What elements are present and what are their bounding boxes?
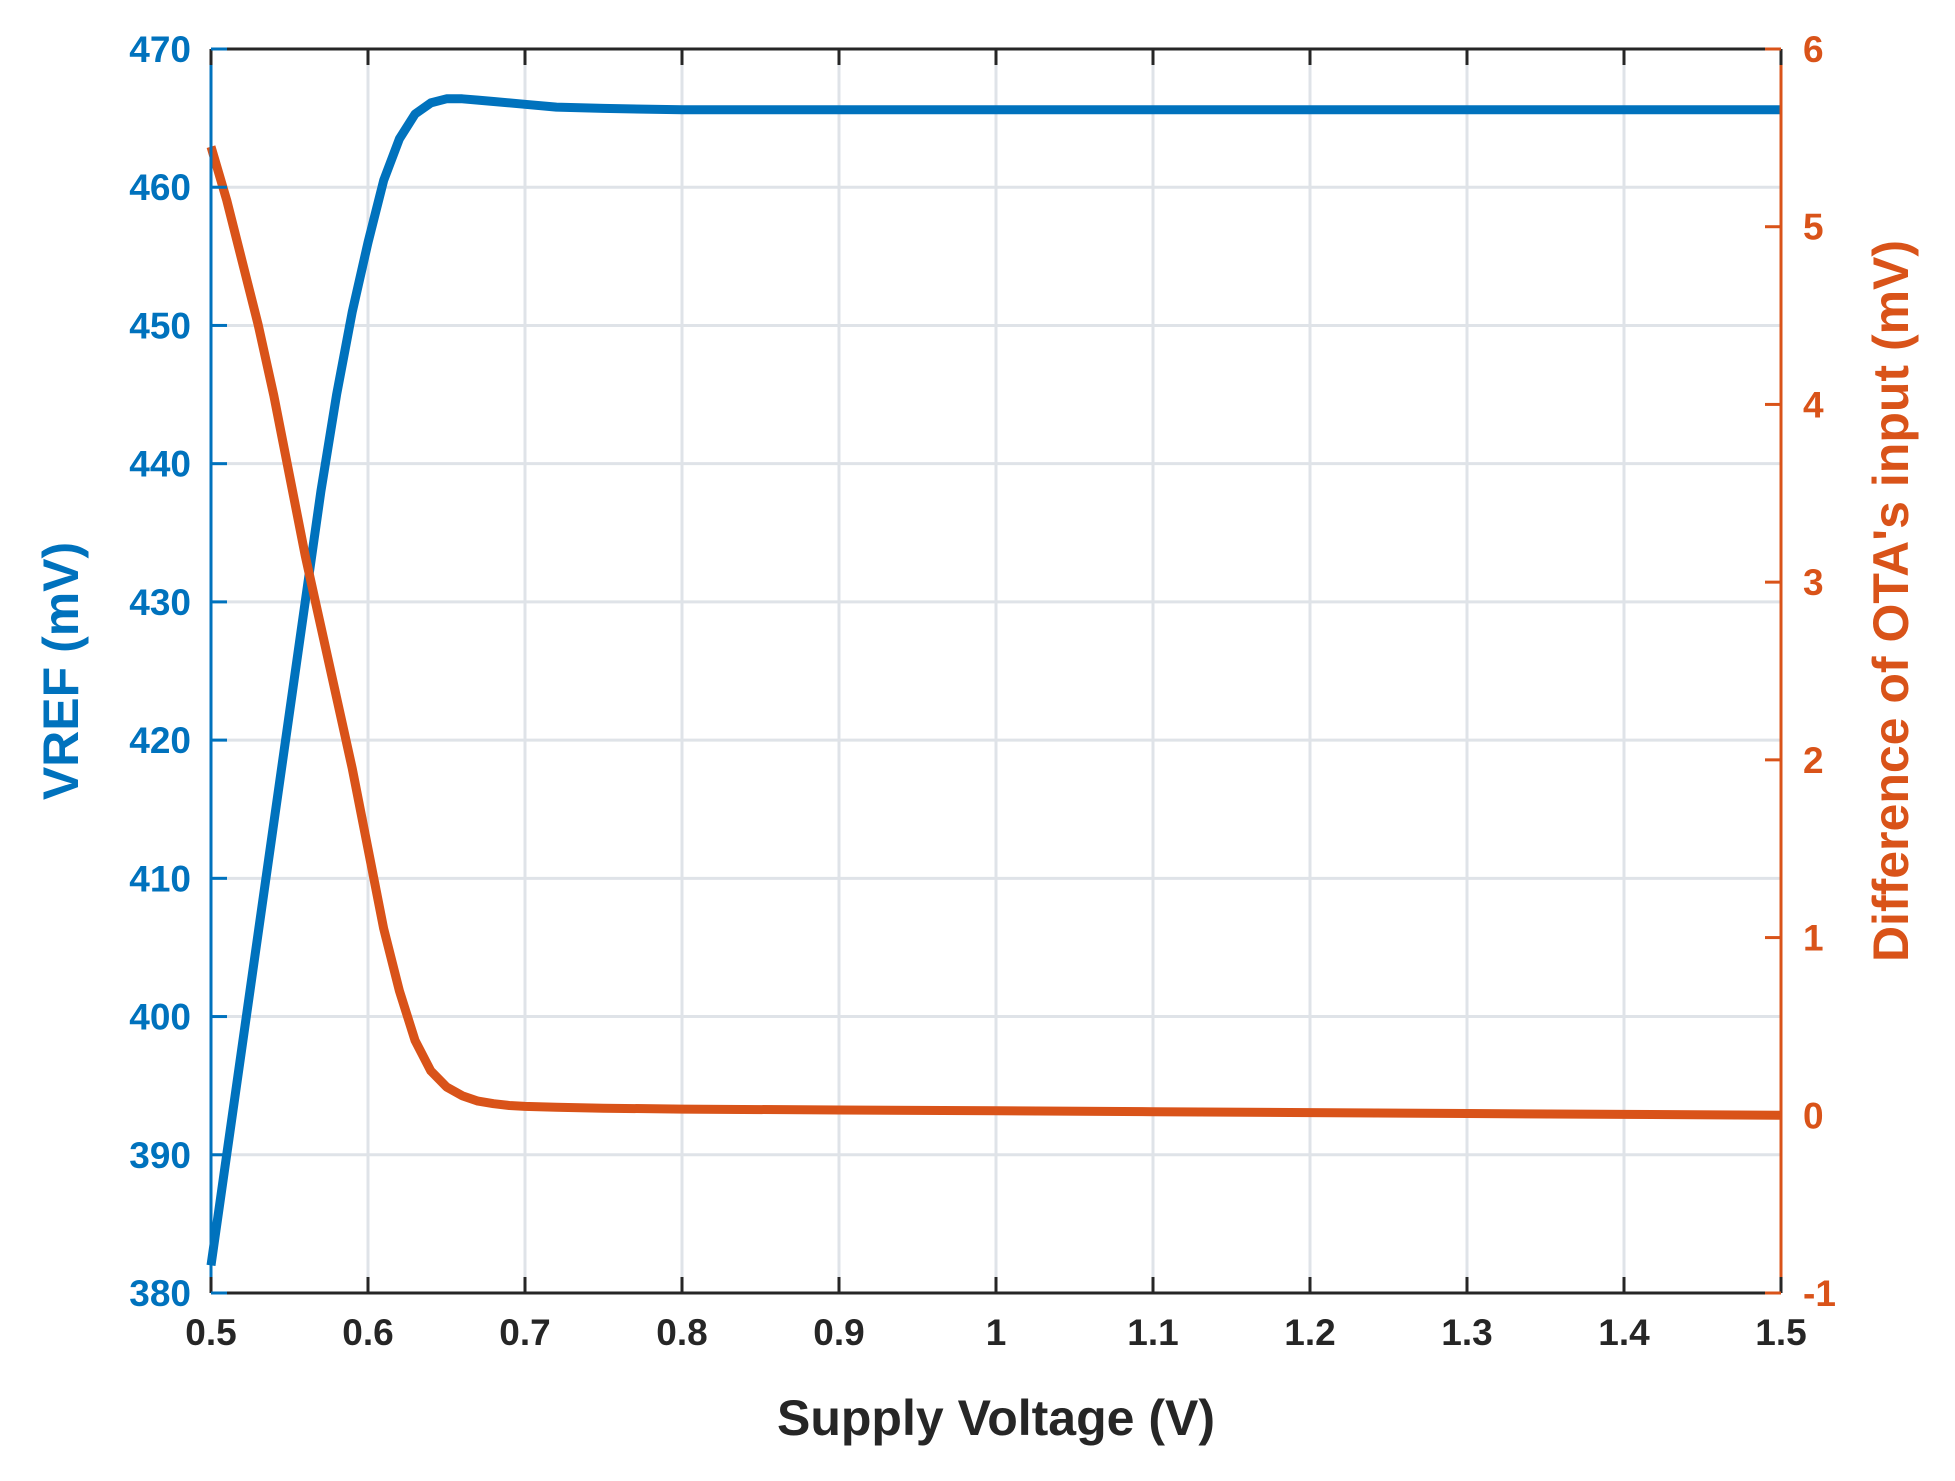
x-tick-label: 1.4 [1598,1312,1650,1353]
series-line-right [206,145,1782,1120]
y-right-tick-label: 6 [1803,29,1824,70]
x-tick-label: 0.8 [656,1312,707,1353]
y-left-tick-label: 470 [129,29,191,70]
x-tick-label: 0.5 [185,1312,236,1353]
x-tick-label: 1.1 [1127,1312,1178,1353]
y-right-tick-label: 2 [1803,740,1824,781]
y-left-tick-label: 420 [129,720,191,761]
y-left-tick-label: 410 [129,858,191,899]
x-tick-label: 1 [986,1312,1007,1353]
y-right-tick-label: 0 [1803,1095,1824,1136]
y-left-tick-label: 450 [129,305,191,346]
y-right-tick-label: 3 [1803,562,1824,603]
y-right-tick-label: -1 [1803,1273,1836,1314]
grid [211,49,1781,1293]
x-tick-label: 0.7 [499,1312,550,1353]
x-tick-label: 1.5 [1755,1312,1806,1353]
y-left-axis-title: VREF (mV) [33,542,89,800]
y-right-tick-label: 5 [1803,207,1824,248]
x-tick-label: 1.2 [1284,1312,1335,1353]
y-left-tick-label: 380 [129,1273,191,1314]
x-axis-title: Supply Voltage (V) [777,1390,1215,1446]
y-left-tick-label: 440 [129,444,191,485]
x-tick-label: 1.3 [1441,1312,1492,1353]
y-right-axis-title: Difference of OTA's input (mV) [1863,240,1919,962]
y-right-tick-label: 4 [1803,384,1824,425]
y-left-tick-label: 460 [129,167,191,208]
y-left-tick-label: 430 [129,582,191,623]
series-lines [206,94,1782,1267]
y-left-tick-label: 400 [129,997,191,1038]
axes [209,47,1783,1295]
x-tick-label: 0.9 [813,1312,864,1353]
y-left-tick-label: 390 [129,1135,191,1176]
series-line-left [206,94,1781,1267]
x-tick-label: 0.6 [342,1312,393,1353]
y-right-tick-label: 1 [1803,918,1824,959]
tick-labels: 0.5 0.6 0.7 0.8 0.9 1 1.1 1.2 1.3 1.4 1.5 380 390 400… [129,29,1836,1353]
